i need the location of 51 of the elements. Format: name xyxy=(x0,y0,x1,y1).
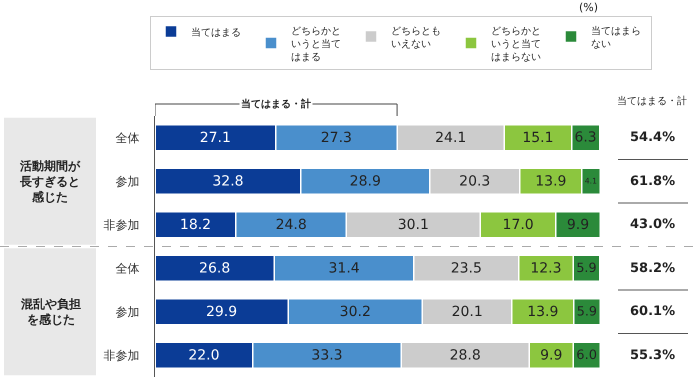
data-label: 6.3 xyxy=(574,130,597,146)
data-label: 13.9 xyxy=(527,304,558,320)
text: 60.1% xyxy=(630,304,676,319)
text: 当てはまる・計 xyxy=(617,95,687,107)
data-label: 29.9 xyxy=(206,304,238,320)
data-label: 6.0 xyxy=(576,348,597,363)
y-tick-label: 非参加 xyxy=(104,218,140,232)
legend-label: 当てはまらない xyxy=(591,24,641,50)
legend-label: どちらともいえない xyxy=(391,26,441,50)
text: 混乱や負担を感じた xyxy=(20,297,81,327)
data-label: 13.9 xyxy=(535,173,566,190)
data-label: 30.2 xyxy=(340,304,371,320)
data-label: 28.8 xyxy=(450,347,481,364)
y-tick-label: 参加 xyxy=(116,174,140,188)
data-label: 20.3 xyxy=(459,173,490,190)
text: 58.2% xyxy=(630,261,676,276)
data-label: 22.0 xyxy=(188,347,220,364)
data-label: 31.4 xyxy=(328,260,360,276)
data-label: 15.1 xyxy=(522,130,554,146)
data-label: 26.8 xyxy=(199,260,230,276)
data-label: 12.3 xyxy=(530,260,562,276)
data-label: 28.9 xyxy=(350,173,381,190)
data-label: 24.8 xyxy=(276,216,307,233)
data-label: 23.5 xyxy=(450,260,482,276)
data-label: 9.9 xyxy=(540,347,562,364)
text: 55.3% xyxy=(630,348,676,363)
text: 43.0% xyxy=(630,217,676,232)
data-label: 18.2 xyxy=(180,216,212,233)
data-label: 9.9 xyxy=(566,216,590,233)
y-tick-label: 全体 xyxy=(116,130,140,145)
legend-label: 当てはまる xyxy=(191,26,241,38)
y-tick-label: 非参加 xyxy=(104,348,140,362)
data-label: 24.1 xyxy=(435,130,466,146)
data-label: 5.9 xyxy=(576,260,597,276)
data-label: 5.9 xyxy=(576,304,597,320)
text: 54.4% xyxy=(630,130,676,145)
legend-label: どちらかというと当てはまらない xyxy=(491,26,541,63)
data-label: 32.8 xyxy=(212,173,244,190)
text: (%) xyxy=(579,1,598,14)
text: 活動期間が長すぎると感じた xyxy=(19,159,81,204)
data-label: 27.3 xyxy=(320,130,352,146)
y-tick-label: 参加 xyxy=(116,304,140,319)
y-tick-label: 全体 xyxy=(116,261,140,276)
text: 当てはまる・計 xyxy=(241,98,311,110)
data-label: 20.1 xyxy=(452,304,483,320)
data-label: 33.3 xyxy=(311,347,343,364)
data-label: 27.1 xyxy=(200,130,231,146)
legend-label: どちらかというと当てはまる xyxy=(291,26,341,63)
text: 61.8% xyxy=(630,174,676,189)
data-label: 17.0 xyxy=(502,216,534,233)
data-label: 30.1 xyxy=(398,216,429,233)
